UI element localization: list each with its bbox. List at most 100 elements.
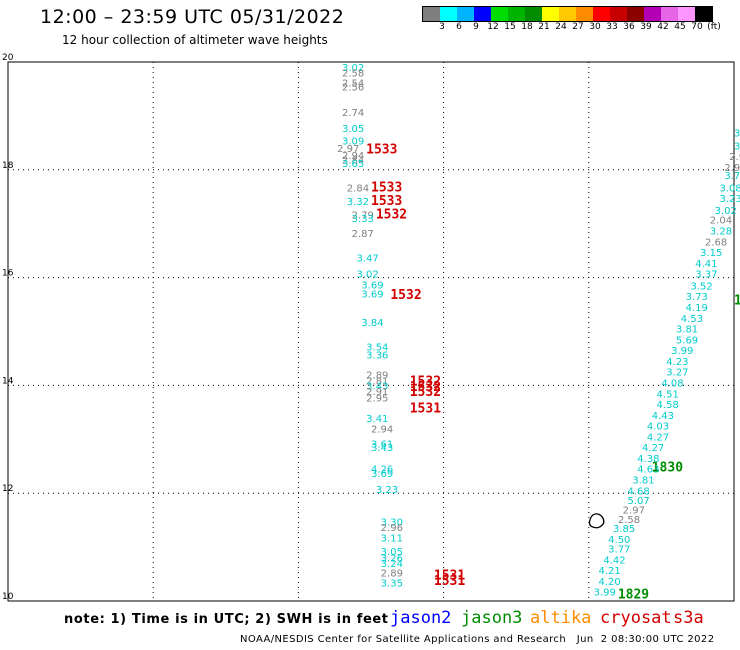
scale-swatch	[508, 7, 525, 21]
wave-height-value: 4.23	[666, 357, 688, 368]
latitude-tick-label: 18	[2, 161, 14, 171]
scale-swatch	[525, 7, 542, 21]
wave-height-value: 2.74	[342, 108, 364, 119]
wave-height-value: 4.08	[661, 378, 683, 389]
latitude-tick-label: 20	[2, 53, 14, 63]
wave-height-value: 4.51	[657, 389, 679, 400]
scale-label: 42	[657, 22, 669, 32]
jason3-pass-label: 1829	[618, 587, 649, 602]
wave-height-value: 3.05	[342, 124, 364, 135]
cryosat-pass-label: 1532	[410, 385, 441, 400]
wave-height-value: 2.91	[366, 387, 388, 398]
wave-height-value: 3.11	[381, 534, 403, 545]
wave-height-value: 2.68	[705, 237, 727, 248]
scale-label: 21	[538, 22, 550, 32]
scale-label: 39	[640, 22, 652, 32]
wave-height-value: 2.04	[710, 216, 732, 227]
wave-height-value: 3.69	[361, 290, 383, 301]
wave-height-value: 4.53	[681, 314, 703, 325]
legend-cryosat: cryosat	[600, 608, 672, 628]
wave-height-value: 4.19	[686, 303, 708, 314]
page-subtitle: 12 hour collection of altimeter wave hei…	[62, 33, 328, 47]
scale-label: 18	[521, 22, 533, 32]
wave-height-value: 2.54	[342, 78, 364, 89]
scale-label: 27	[572, 22, 584, 32]
cryosat-pass-label: 1531	[410, 401, 441, 416]
scale-swatch	[542, 7, 559, 21]
latitude-tick-label: 10	[2, 592, 14, 602]
scale-label: (ft)	[707, 22, 721, 32]
wave-height-value: 3.43	[371, 443, 393, 454]
latitude-tick-label: 16	[2, 269, 14, 279]
wave-height-value: 2.96	[381, 523, 403, 534]
wave-height-value: 3.02	[715, 206, 737, 217]
wave-height-value: 3.	[734, 128, 740, 139]
wave-height-value: 3.33	[352, 214, 374, 225]
wave-height-value: 3.81	[632, 475, 654, 486]
scale-swatch	[559, 7, 576, 21]
jason3-pass-label: 1831	[734, 294, 740, 309]
wave-height-value: 3.54	[366, 342, 388, 353]
wave-height-value: 3.23	[719, 194, 740, 205]
cryosat-pass-label: 1533	[366, 143, 397, 158]
wave-height-value: 3.	[734, 141, 740, 152]
cryosat-pass-label: 1531	[434, 568, 465, 583]
cryosat-pass-label: 1532	[410, 374, 441, 389]
wave-height-value: 3.99	[594, 588, 616, 599]
wave-height-value: 4.38	[637, 454, 659, 465]
wave-height-value: 3.47	[356, 253, 378, 264]
scale-swatch	[678, 7, 695, 21]
wave-height-value: 3.43	[366, 382, 388, 393]
scale-swatch	[644, 7, 661, 21]
wave-height-value: 2.9	[724, 163, 740, 174]
wave-height-value: 3.85	[613, 524, 635, 535]
wave-height-value: 3.84	[361, 318, 383, 329]
cryosat-pass-label: 1532	[376, 207, 407, 222]
legend-jason2: jason2	[390, 608, 452, 628]
wave-height-value: 3.08	[719, 183, 740, 194]
wave-height-value: 3.24	[381, 559, 403, 570]
cryosat-pass-label: 1531	[434, 574, 465, 589]
scale-label: 33	[606, 22, 618, 32]
cryosat-pass-label: 1532	[390, 288, 421, 303]
scale-label: 30	[589, 22, 601, 32]
wave-height-value: 4.43	[652, 411, 674, 422]
wave-height-value: 3.81	[676, 325, 698, 336]
wave-height-value: 4.42	[603, 555, 625, 566]
wave-height-value: 2.94	[371, 424, 393, 435]
wave-height-value: 2.94	[342, 151, 364, 162]
wave-height-value: 4.50	[608, 535, 630, 546]
wave-height-value: 2.58	[618, 515, 640, 526]
scale-swatch	[593, 7, 610, 21]
wave-height-value: 3.05	[381, 547, 403, 558]
scale-swatch	[661, 7, 678, 21]
scale-label: 45	[674, 22, 686, 32]
jason3-pass-label: 1830	[652, 461, 683, 476]
scale-swatch	[474, 7, 491, 21]
island-outline	[588, 513, 605, 529]
scale-label: 6	[456, 22, 462, 32]
wave-height-value: 3.69	[361, 280, 383, 291]
wave-height-value: 2.9	[729, 152, 740, 163]
scale-label: 12	[487, 22, 499, 32]
wave-height-value: 2.89	[381, 569, 403, 580]
wave-height-value: 4.68	[628, 486, 650, 497]
wave-height-value: 3.69	[371, 469, 393, 480]
wave-height-value: 4.20	[598, 577, 620, 588]
wave-height-value: 3.26	[381, 554, 403, 565]
scale-label: 70	[691, 22, 703, 32]
wave-height-value: 3.30	[381, 518, 403, 529]
footer-note: note: 1) Time is in UTC; 2) SWH is in fe…	[64, 612, 389, 627]
latitude-tick-label: 12	[2, 484, 13, 494]
wave-height-value: 4.58	[657, 400, 679, 411]
wave-height-value: 3.28	[710, 226, 732, 237]
wave-height-value: 2.87	[352, 229, 374, 240]
scale-label: 9	[473, 22, 479, 32]
wave-height-value: 3.15	[700, 248, 722, 259]
scale-swatch	[576, 7, 593, 21]
scale-swatch	[423, 7, 440, 21]
wave-height-value: 2.58	[342, 69, 364, 80]
scale-swatch	[457, 7, 474, 21]
wave-height-value: 3.02	[356, 270, 378, 281]
scale-swatch	[627, 7, 644, 21]
